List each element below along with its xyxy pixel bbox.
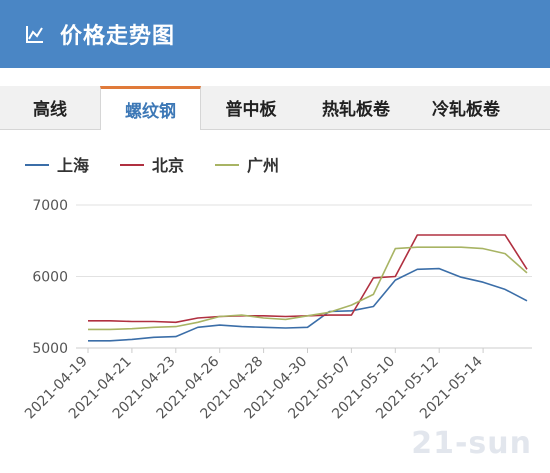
tab-label: 高线 [33,100,67,120]
tab-rebar[interactable]: 螺纹钢 [100,86,201,130]
page-title: 价格走势图 [60,24,176,49]
y-tick-label: 6000 [32,270,68,286]
tab-label: 螺纹钢 [125,102,176,122]
y-tick-label: 5000 [32,341,68,357]
legend-label: 北京 [152,156,184,175]
tab-hot-rolled-coil[interactable]: 热轧板卷 [301,86,411,129]
watermark: 21-sun [411,426,532,461]
series-line-北京 [88,234,528,324]
tab-bar: 高线 螺纹钢 普中板 热轧板卷 冷轧板卷 [0,86,550,130]
line-chart-icon [24,23,46,45]
tab-cold-rolled-coil[interactable]: 冷轧板卷 [411,86,521,129]
tab-medium-plate[interactable]: 普中板 [201,86,301,129]
legend-label: 上海 [57,156,89,175]
series-line-广州 [88,246,528,331]
tab-label: 冷轧板卷 [432,100,500,120]
price-trend-chart: 上海 北京 广州 5000 6000 7000 2021-04-19 2021-04-21 20… [0,130,550,469]
legend-label: 广州 [247,156,279,175]
y-tick-label: 7000 [32,198,68,214]
tab-label: 普中板 [225,100,277,120]
tab-wire-rod[interactable]: 高线 [0,86,100,129]
series-line-上海 [88,267,528,342]
header-bar: 价格走势图 [0,0,550,68]
tab-label: 热轧板卷 [322,100,390,120]
line-chart-svg: 上海 北京 广州5000600070002021-04-192021-04-2120… [22,156,532,422]
